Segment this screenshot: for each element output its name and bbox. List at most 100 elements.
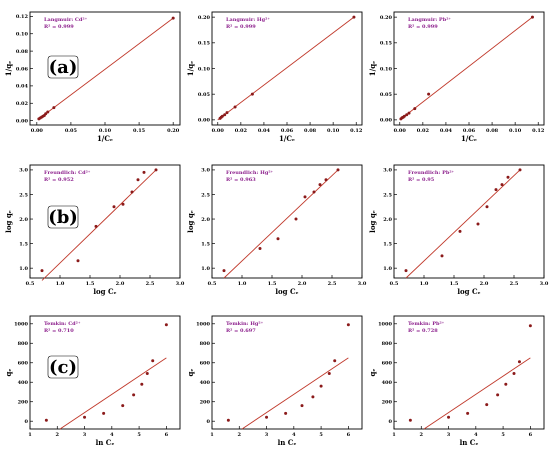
- panel-5: 0.5 1.0 1.5 2.0 2.5 3.0 1.0 1.5 2.0 2.5 3.0 log Cₑ l…: [186, 164, 367, 296]
- fit-line: [223, 169, 339, 279]
- x-tick-label: 1.5: [268, 281, 277, 287]
- plot-frame: [211, 315, 363, 430]
- x-tick-label: 0.15: [133, 128, 146, 134]
- y-axis-label: 1/qₑ: [186, 61, 195, 76]
- y-tick-label: 0.15: [198, 41, 211, 47]
- x-tick-label: 0.08: [304, 128, 317, 134]
- data-point: [132, 393, 136, 397]
- y-tick-label: 200: [382, 400, 393, 406]
- fit-line: [38, 17, 174, 120]
- data-point: [319, 384, 323, 388]
- row-label-2: (b): [47, 205, 79, 229]
- data-point: [171, 16, 175, 20]
- data-point: [40, 269, 44, 273]
- data-point: [346, 323, 350, 327]
- y-tick-label: 0.10: [380, 66, 393, 72]
- row-label-3: (c): [47, 355, 79, 379]
- x-tick-label: 0.10: [327, 128, 340, 134]
- data-point: [312, 190, 316, 194]
- y-tick-label: 0.12: [16, 14, 29, 20]
- y-tick-label: 3.0: [201, 168, 210, 174]
- data-point: [458, 229, 462, 233]
- data-point: [94, 224, 98, 228]
- x-tick-label: 0.04: [258, 128, 271, 134]
- x-tick-label: 2.5: [510, 281, 519, 287]
- data-point: [52, 106, 56, 110]
- x-tick-label: 0.00: [31, 128, 44, 134]
- y-tick-label: 1.5: [19, 241, 28, 247]
- data-point: [318, 183, 322, 187]
- x-tick-label: 3: [83, 432, 87, 438]
- data-point: [145, 371, 149, 375]
- y-tick-label: 0.08: [16, 49, 29, 55]
- data-point: [440, 254, 444, 258]
- data-point: [466, 411, 470, 415]
- data-point: [276, 237, 280, 241]
- y-axis-label: qₑ: [186, 368, 195, 376]
- x-tick-label: 3.0: [540, 281, 549, 287]
- data-point: [528, 324, 532, 328]
- data-point: [142, 170, 146, 174]
- data-point: [447, 415, 451, 419]
- data-point: [154, 168, 158, 172]
- y-tick-label: 0.10: [198, 66, 211, 72]
- x-tick-label: 0.06: [281, 128, 294, 134]
- panel-8: 1 2 3 4 5 6 0 200 400 600 800 1000 ln Cₑ qₑ Temkin: Hg…: [186, 315, 363, 447]
- data-point: [336, 168, 340, 172]
- y-tick-label: 200: [18, 400, 29, 406]
- panel-3: 0.00 0.02 0.04 0.06 0.08 0.10 0.12 0.00 0.05 0.10…: [368, 11, 545, 143]
- data-point: [258, 247, 262, 251]
- x-tick-label: 0.02: [235, 128, 248, 134]
- data-point: [294, 217, 298, 221]
- x-tick-label: 1.0: [238, 281, 247, 287]
- data-point: [327, 371, 331, 375]
- x-tick-label: 0.00: [394, 128, 407, 134]
- r-squared-label: R² = 0.697: [226, 328, 256, 334]
- x-axis-label: 1/Cₑ: [279, 134, 295, 143]
- data-point: [476, 222, 480, 226]
- data-point: [300, 404, 304, 408]
- y-tick-label: 0: [207, 419, 211, 425]
- y-tick-label: 600: [200, 361, 211, 367]
- x-tick-label: 2: [238, 432, 242, 438]
- panel-6: 0.5 1.0 1.5 2.0 2.5 3.0 1.0 1.5 2.0 2.5 3.0 log Cₑ l…: [368, 164, 549, 296]
- x-tick-label: 0.12: [350, 128, 363, 134]
- y-tick-label: 800: [382, 341, 393, 347]
- data-point: [408, 418, 412, 422]
- x-tick-label: 1.0: [56, 281, 65, 287]
- row-label-box: [47, 55, 79, 79]
- x-tick-label: 3.0: [176, 281, 185, 287]
- y-tick-label: 400: [200, 380, 211, 386]
- data-point: [311, 395, 315, 399]
- data-point: [324, 178, 328, 182]
- data-point: [223, 113, 227, 117]
- y-tick-label: 0.10: [16, 32, 29, 38]
- x-tick-label: 1: [210, 432, 213, 438]
- y-tick-label: 2.0: [19, 217, 28, 223]
- x-tick-label: 1.5: [86, 281, 95, 287]
- r-squared-label: R² = 0.999: [408, 24, 438, 30]
- data-point: [413, 107, 417, 111]
- y-tick-label: 0.05: [380, 92, 393, 98]
- x-tick-label: 2.5: [328, 281, 337, 287]
- x-tick-label: 2: [420, 432, 424, 438]
- panel-9: 1 2 3 4 5 6 0 200 400 600 800 1000 ln Cₑ qₑ Temkin: Pb…: [368, 315, 545, 447]
- y-tick-label: 0.15: [380, 41, 393, 47]
- data-point: [518, 168, 522, 172]
- y-tick-label: 0.06: [16, 66, 29, 72]
- data-point: [164, 323, 168, 327]
- panel-4: 0.5 1.0 1.5 2.0 2.5 3.0 1.0 1.5 2.0 2.5 3.0 log Cₑ l…: [4, 164, 185, 296]
- data-point: [250, 92, 254, 96]
- data-point: [46, 110, 50, 114]
- fit-line: [59, 357, 167, 430]
- y-tick-label: 1.5: [201, 241, 210, 247]
- x-tick-label: 0.08: [486, 128, 499, 134]
- panel-7: 1 2 3 4 5 6 0 200 400 600 800 1000 ln Cₑ qₑ Temkin: Cd…: [4, 315, 181, 447]
- model-label: Temkin: Cd²⁺: [44, 321, 81, 327]
- data-point: [500, 183, 504, 187]
- data-point: [485, 403, 489, 407]
- data-point: [517, 360, 521, 364]
- row-label-box: [47, 355, 79, 379]
- data-point: [225, 111, 229, 115]
- y-tick-label: 400: [382, 380, 393, 386]
